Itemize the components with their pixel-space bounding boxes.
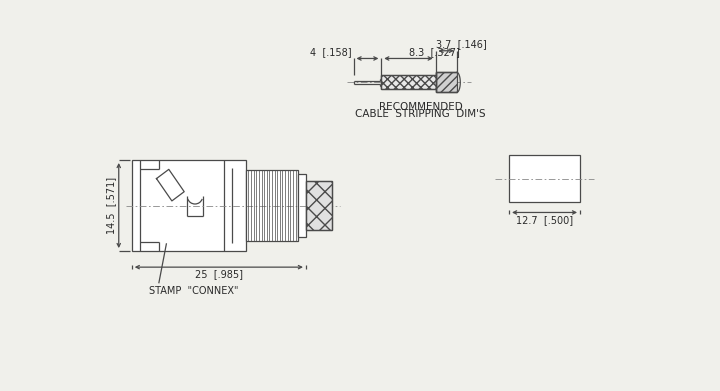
Bar [306,181,332,230]
Text: 3.7  [.146]: 3.7 [.146] [436,39,487,49]
Bar [509,155,580,203]
Text: STAMP  "CONNEX": STAMP "CONNEX" [149,286,238,296]
Text: 12.7  [.500]: 12.7 [.500] [516,215,573,225]
Bar [436,72,456,92]
Bar [298,174,306,237]
Text: RECOMMENDED: RECOMMENDED [379,102,462,111]
Bar [382,75,436,89]
Text: 4  [.158]: 4 [.158] [310,47,351,57]
Text: CABLE  STRIPPING  DIM'S: CABLE STRIPPING DIM'S [355,109,486,119]
Text: 14.5  [.571]: 14.5 [.571] [107,177,117,234]
Text: 8.3  [.327]: 8.3 [.327] [409,47,460,57]
Bar [132,160,246,251]
Text: 25  [.985]: 25 [.985] [195,269,243,279]
Bar [246,170,298,241]
